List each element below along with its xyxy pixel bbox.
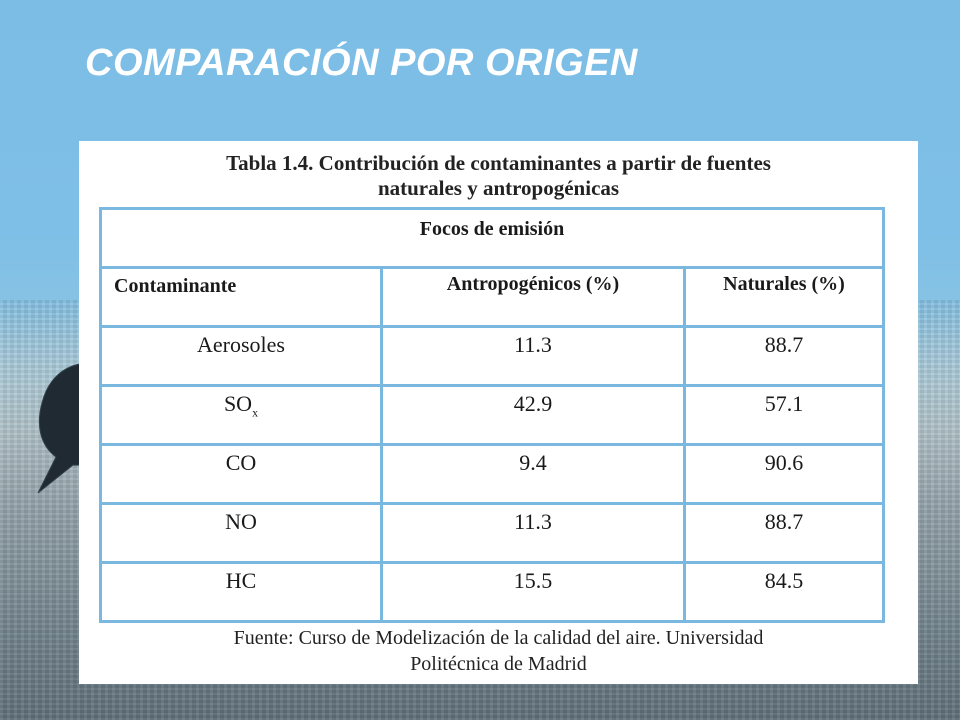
pollutant-name: Aerosoles <box>197 332 285 357</box>
pollutant-cell: SOx <box>99 384 383 446</box>
anthropogenic-cell: 42.9 <box>380 384 686 446</box>
group-header-row: Focos de emisión <box>99 207 885 269</box>
anthropogenic-cell: 11.3 <box>380 325 686 387</box>
table-row: CO 9.4 90.6 <box>99 443 885 505</box>
pollutant-name: SO <box>223 391 253 416</box>
pollutant-name: HC <box>225 568 257 593</box>
column-header-row: Contaminante Antropogénicos (%) Naturale… <box>99 266 885 328</box>
group-header-cell: Focos de emisión <box>99 207 885 269</box>
anthropogenic-cell: 15.5 <box>380 561 686 623</box>
caption-line-2: naturales y antropogénicas <box>377 176 620 200</box>
column-header-contaminante: Contaminante <box>99 266 383 328</box>
table-caption: Tabla 1.4. Contribución de contaminantes… <box>79 151 918 201</box>
slide-title: COMPARACIÓN POR ORIGEN <box>85 42 638 84</box>
source-line-2: Politécnica de Madrid <box>410 653 587 675</box>
natural-cell: 88.7 <box>683 325 885 387</box>
table-row: NO 11.3 88.7 <box>99 502 885 564</box>
natural-cell: 84.5 <box>683 561 885 623</box>
table-row: Aerosoles 11.3 88.7 <box>99 325 885 387</box>
anthropogenic-cell: 11.3 <box>380 502 686 564</box>
pollutant-name: CO <box>225 450 257 475</box>
table-row: HC 15.5 84.5 <box>99 561 885 623</box>
table-source: Fuente: Curso de Modelización de la cali… <box>79 625 918 677</box>
natural-cell: 90.6 <box>683 443 885 505</box>
pollutant-name: NO <box>225 509 257 534</box>
pollutant-cell: NO <box>99 502 383 564</box>
table-row: SOx 42.9 57.1 <box>99 384 885 446</box>
pollutant-cell: Aerosoles <box>99 325 383 387</box>
anthropogenic-cell: 9.4 <box>380 443 686 505</box>
column-header-antropogenicos: Antropogénicos (%) <box>380 266 686 328</box>
table-image-panel: Tabla 1.4. Contribución de contaminantes… <box>79 141 918 684</box>
pollutant-cell: CO <box>99 443 383 505</box>
natural-cell: 88.7 <box>683 502 885 564</box>
column-header-naturales: Naturales (%) <box>683 266 885 328</box>
natural-cell: 57.1 <box>683 384 885 446</box>
contaminants-table: Focos de emisión Contaminante Antropogén… <box>99 207 885 623</box>
pollutant-cell: HC <box>99 561 383 623</box>
caption-line-1: Tabla 1.4. Contribución de contaminantes… <box>226 151 771 175</box>
source-line-1: Fuente: Curso de Modelización de la cali… <box>233 627 764 649</box>
pollutant-subscript: x <box>252 405 259 420</box>
